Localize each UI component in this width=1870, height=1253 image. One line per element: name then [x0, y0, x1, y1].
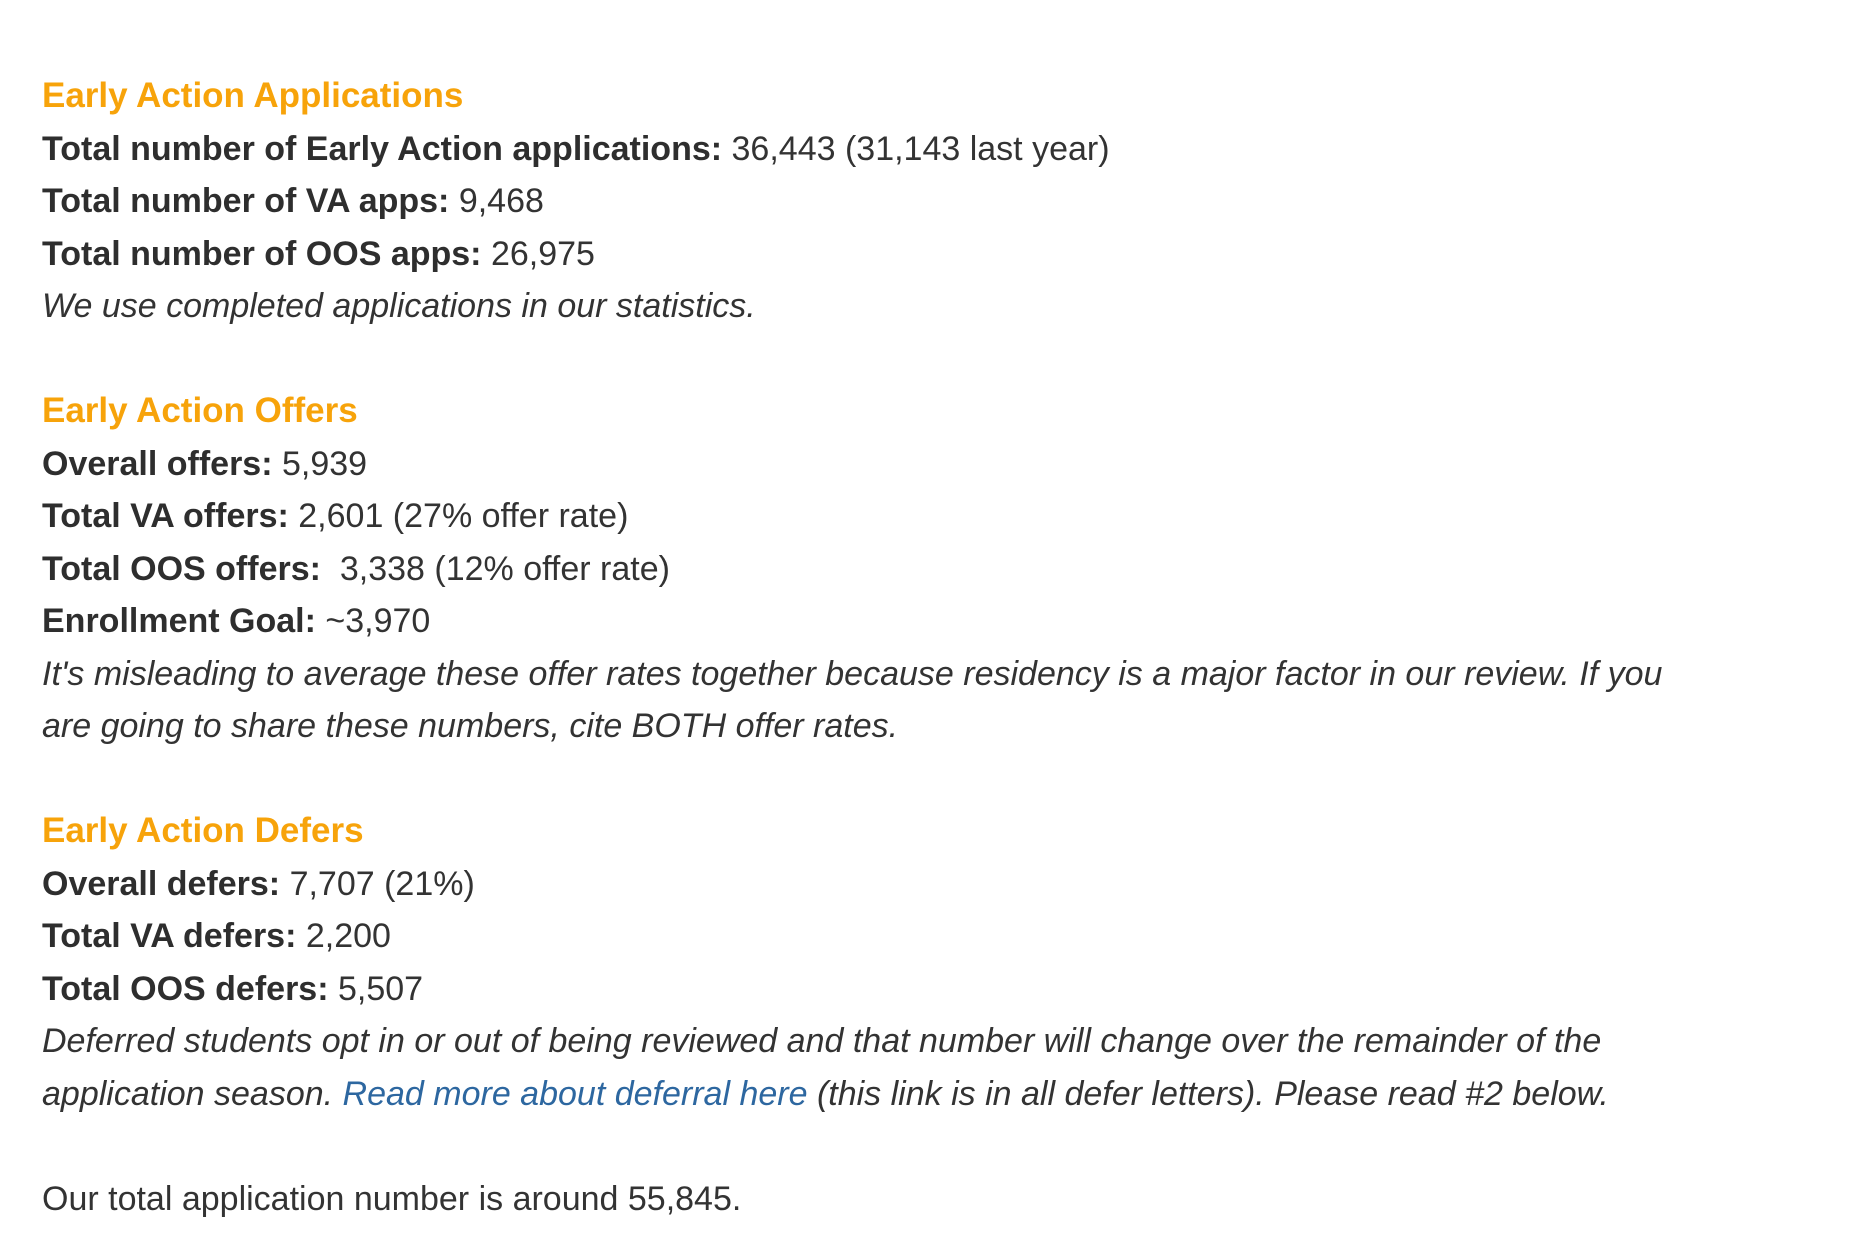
- spacer: [42, 1120, 1862, 1173]
- note-text: application season.: [42, 1074, 343, 1113]
- spacer: [42, 753, 1862, 806]
- note-text: (this link is in all defer letters). Ple…: [807, 1074, 1609, 1113]
- applications-note: We use completed applications in our sta…: [42, 287, 756, 325]
- stat-value: ~3,970: [315, 602, 431, 640]
- stat-label: Total VA offers:: [42, 497, 289, 535]
- spacer: [42, 333, 1862, 386]
- stat-label: Total number of OOS apps:: [42, 234, 482, 273]
- stat-row: Total OOS defers: 5,507: [42, 963, 1862, 1016]
- stat-value: 26,975: [481, 234, 595, 273]
- stat-label: Total OOS offers:: [42, 549, 321, 588]
- defers-note-line-2: application season. Read more about defe…: [42, 1068, 1862, 1121]
- stat-label: Enrollment Goal:: [42, 602, 316, 640]
- stat-value: 5,507: [328, 969, 424, 1008]
- total-applications-text: Our total application number is around 5…: [42, 1179, 742, 1218]
- stat-row: Total VA defers: 2,200: [42, 910, 1862, 963]
- stat-row: Total VA offers: 2,601 (27% offer rate): [42, 490, 1862, 543]
- stat-value: 2,601 (27% offer rate): [288, 497, 629, 535]
- stat-row: Total OOS offers: 3,338 (12% offer rate): [42, 543, 1862, 596]
- stat-value: 5,939: [272, 444, 368, 483]
- stat-value: 7,707 (21%): [280, 864, 475, 903]
- defers-heading: Early Action Defers: [42, 811, 364, 850]
- stat-row: Total number of Early Action application…: [42, 123, 1862, 176]
- offers-note-line-1: It's misleading to average these offer r…: [42, 654, 1663, 693]
- stat-label: Total OOS defers:: [42, 969, 329, 1008]
- offers-note-line-2: are going to share these numbers, cite B…: [42, 707, 899, 745]
- stat-label: Total number of VA apps:: [42, 182, 450, 220]
- stat-label: Overall offers:: [42, 444, 273, 483]
- stat-row: Enrollment Goal: ~3,970: [42, 595, 1862, 648]
- stat-label: Total number of Early Action application…: [42, 129, 723, 168]
- stat-value: 3,338 (12% offer rate): [320, 549, 670, 588]
- stat-value: 9,468: [449, 182, 544, 220]
- stat-row: Total number of VA apps: 9,468: [42, 175, 1862, 228]
- stat-row: Total number of OOS apps: 26,975: [42, 228, 1862, 281]
- stat-row: Overall defers: 7,707 (21%): [42, 858, 1862, 911]
- stat-label: Overall defers:: [42, 864, 281, 903]
- stat-value: 2,200: [296, 917, 391, 955]
- stat-label: Total VA defers:: [42, 917, 297, 955]
- admissions-stats: Early Action Applications Total number o…: [42, 70, 1862, 1225]
- stat-row: Overall offers: 5,939: [42, 438, 1862, 491]
- stat-value: 36,443 (31,143 last year): [722, 129, 1110, 168]
- applications-heading: Early Action Applications: [42, 76, 464, 115]
- defers-note-line-1: Deferred students opt in or out of being…: [42, 1022, 1602, 1060]
- offers-heading: Early Action Offers: [42, 391, 358, 430]
- deferral-link[interactable]: Read more about deferral here: [342, 1074, 808, 1113]
